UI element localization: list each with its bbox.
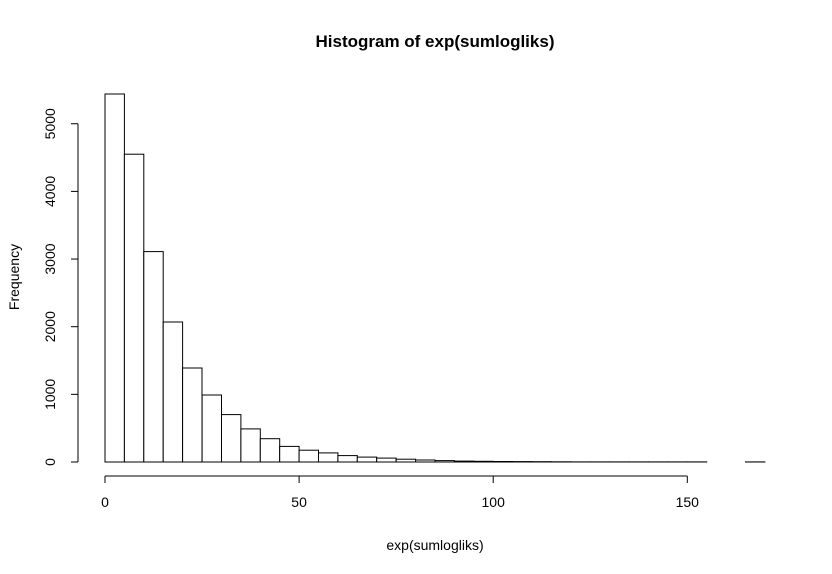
x-tick-label: 150 <box>676 494 700 510</box>
y-tick-label: 0 <box>42 458 58 466</box>
bars-group <box>104 93 766 463</box>
x-tick-label: 100 <box>482 494 506 510</box>
histogram-bar <box>415 459 436 463</box>
histogram-bar <box>492 461 514 463</box>
histogram-bar <box>201 394 223 463</box>
histogram-bar <box>259 438 281 463</box>
y-tick-label: 2000 <box>42 311 58 342</box>
histogram-bar <box>453 460 475 463</box>
y-tick-label: 3000 <box>42 243 58 274</box>
histogram-bar <box>221 414 242 463</box>
histogram-bar <box>162 321 184 463</box>
x-axis-label: exp(sumlogliks) <box>386 537 483 553</box>
histogram-bar <box>434 460 455 463</box>
y-axis-label: Frequency <box>6 244 22 310</box>
y-tick-label: 4000 <box>42 176 58 207</box>
y-axis: 0 1000 2000 3000 4000 5000 <box>42 108 79 466</box>
y-tick-label: 1000 <box>42 379 58 410</box>
x-tick-label: 0 <box>101 494 109 510</box>
chart-title: Histogram of exp(sumlogliks) <box>316 32 555 51</box>
histogram-bar <box>356 456 378 463</box>
histogram-bar <box>318 452 339 463</box>
histogram-bar <box>123 153 145 463</box>
y-tick-label: 5000 <box>42 108 58 139</box>
histogram-bar <box>143 251 164 463</box>
histogram-bar <box>279 445 300 463</box>
x-tick-label: 50 <box>291 494 307 510</box>
histogram-bar <box>473 460 494 463</box>
histogram-bar <box>298 449 320 463</box>
histogram-bar <box>337 455 358 463</box>
histogram-bar <box>104 93 125 463</box>
histogram-bar <box>182 367 203 463</box>
histogram-bar <box>395 458 417 463</box>
x-axis: 0 50 100 150 <box>101 475 700 510</box>
histogram-bar <box>240 428 261 463</box>
histogram-bar <box>376 457 397 463</box>
